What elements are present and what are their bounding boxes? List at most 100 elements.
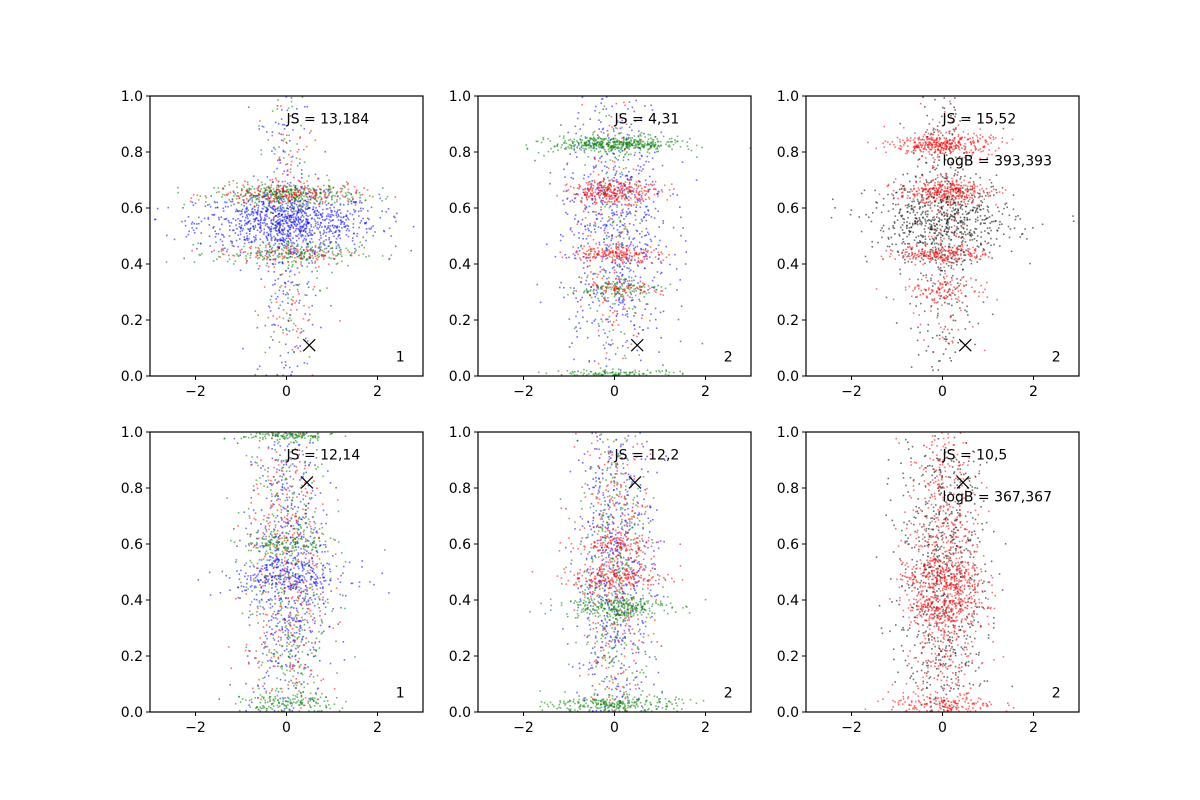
point — [286, 257, 288, 259]
point — [349, 212, 351, 215]
point — [657, 190, 659, 193]
point — [871, 246, 874, 248]
point — [602, 328, 605, 331]
point — [256, 213, 259, 215]
point — [646, 255, 648, 258]
point — [266, 258, 268, 261]
point — [281, 219, 283, 221]
point — [922, 236, 924, 238]
point — [584, 192, 586, 195]
point — [251, 211, 253, 213]
point — [289, 205, 292, 208]
point — [969, 218, 971, 221]
point — [632, 334, 635, 337]
point — [353, 208, 355, 211]
point — [586, 256, 588, 259]
point — [314, 225, 317, 227]
point — [299, 253, 301, 256]
point — [295, 345, 298, 347]
point — [304, 185, 306, 187]
point — [929, 251, 932, 253]
point — [296, 245, 299, 247]
point — [290, 199, 293, 201]
point — [622, 300, 625, 303]
point — [900, 214, 902, 217]
point — [267, 316, 270, 319]
point — [293, 242, 296, 245]
point — [639, 300, 641, 302]
point — [690, 149, 693, 152]
point — [637, 144, 640, 146]
point — [560, 234, 562, 236]
point — [222, 234, 224, 236]
point — [288, 220, 291, 222]
point — [259, 214, 261, 217]
point — [282, 293, 285, 295]
point — [620, 197, 623, 200]
point — [267, 195, 269, 198]
point — [222, 249, 224, 252]
point — [223, 236, 225, 238]
point — [639, 198, 641, 201]
point — [252, 226, 255, 229]
point — [621, 295, 623, 298]
point — [651, 279, 654, 282]
point — [265, 235, 267, 238]
point — [596, 291, 599, 294]
point — [633, 315, 635, 317]
point — [283, 227, 286, 229]
point — [629, 291, 631, 293]
point — [288, 264, 290, 267]
point — [921, 241, 924, 244]
point — [573, 290, 575, 292]
point — [297, 201, 299, 203]
point — [273, 198, 276, 200]
point — [295, 300, 298, 302]
point — [305, 248, 308, 250]
point — [277, 324, 280, 327]
point — [234, 193, 236, 195]
point — [309, 313, 311, 316]
point — [268, 217, 271, 219]
point — [597, 137, 600, 140]
point — [280, 199, 283, 201]
point — [645, 219, 647, 222]
point — [936, 216, 938, 218]
point — [646, 369, 649, 371]
point — [620, 232, 623, 234]
point — [626, 287, 628, 289]
point — [537, 371, 540, 374]
point — [965, 233, 967, 236]
point — [311, 246, 313, 249]
point — [603, 194, 605, 196]
point — [320, 196, 323, 199]
point — [579, 147, 581, 150]
point — [339, 219, 342, 222]
point — [335, 245, 338, 248]
point — [319, 213, 322, 215]
point — [311, 234, 314, 236]
point — [305, 145, 308, 148]
point — [272, 218, 275, 220]
point — [629, 142, 632, 144]
point — [995, 238, 998, 240]
point — [314, 197, 317, 199]
point — [278, 201, 280, 204]
point — [594, 223, 597, 225]
point — [593, 201, 596, 203]
point — [335, 241, 338, 244]
point — [313, 286, 316, 288]
point — [352, 237, 354, 239]
point — [621, 119, 623, 122]
point — [326, 208, 329, 210]
point — [586, 374, 588, 376]
point — [283, 124, 286, 126]
point — [608, 271, 611, 274]
point — [609, 256, 611, 258]
point — [606, 130, 609, 132]
point — [656, 140, 659, 143]
point — [639, 166, 642, 168]
point — [297, 290, 299, 293]
point — [668, 144, 671, 146]
point — [640, 184, 642, 187]
